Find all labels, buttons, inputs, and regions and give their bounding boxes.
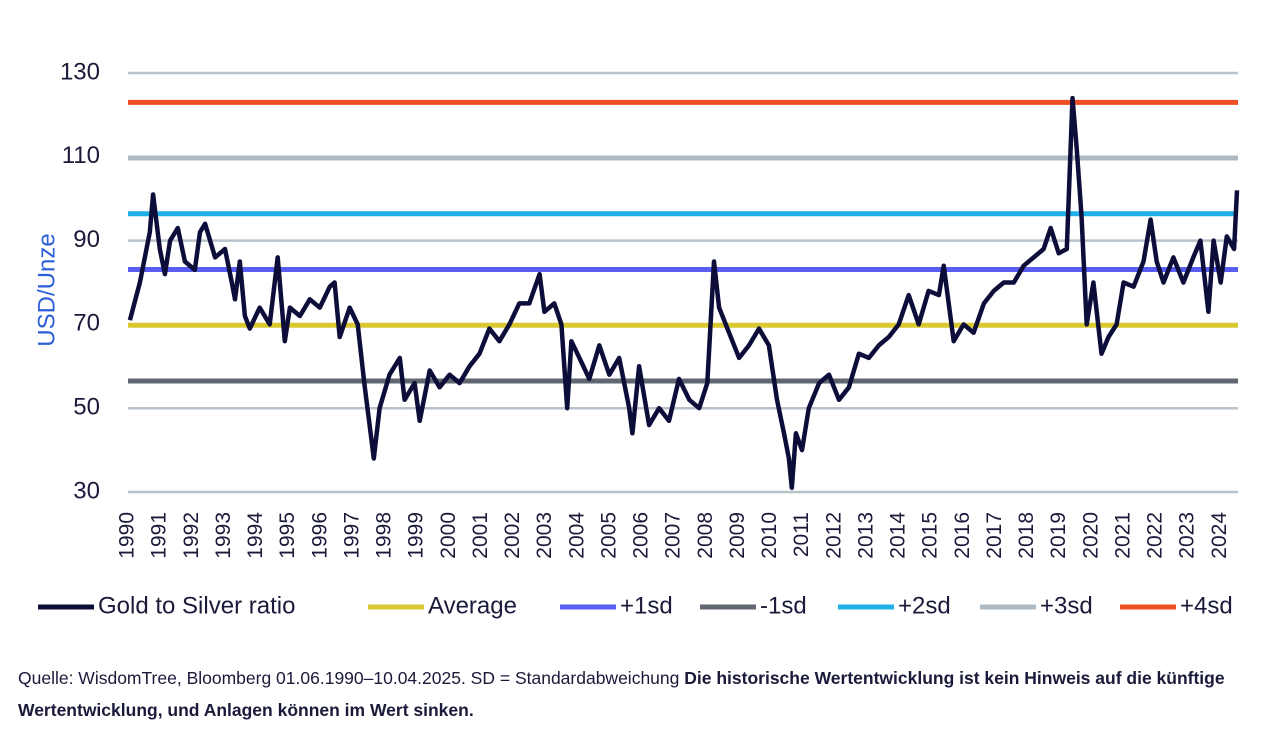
x-tick-label: 1997 [340, 512, 363, 559]
y-tick-label: 90 [73, 226, 100, 253]
y-tick-label: 30 [73, 477, 100, 504]
x-tick-label: 2010 [758, 512, 781, 559]
y-tick-label: 110 [62, 142, 100, 169]
x-tick-label: 2004 [565, 512, 588, 559]
x-tick-label: 2006 [630, 512, 653, 559]
x-tick-label: 2011 [790, 512, 813, 557]
x-tick-label: 2023 [1176, 512, 1199, 559]
x-tick-label: 2018 [1015, 512, 1038, 559]
source: Quelle: WisdomTree, Bloomberg 01.06.1990… [18, 668, 680, 688]
legend-label: Average [428, 592, 517, 619]
x-tick-label: 1993 [212, 512, 235, 559]
x-tick-label: 1998 [373, 512, 396, 559]
x-tick-label: 2008 [694, 512, 717, 559]
x-tick-label: 2012 [822, 512, 845, 559]
x-tick-label: 1992 [180, 512, 203, 559]
x-tick-label: 2001 [469, 512, 492, 559]
x-tick-label: 1991 [148, 512, 171, 559]
x-tick-label: 2017 [983, 512, 1006, 559]
legend-label: +1sd [620, 592, 673, 619]
x-tick-label: 2022 [1144, 512, 1167, 559]
y-tick-label: 130 [60, 58, 100, 85]
x-tick-label: 2019 [1047, 512, 1070, 559]
x-tick-label: 1995 [276, 512, 299, 559]
legend-label: +4sd [1180, 592, 1233, 619]
x-tick-label: 2015 [919, 512, 942, 559]
chart: USD/Unze 30 50 70 90 110 130 1990 1991 1992 1993 1… [33, 58, 1240, 619]
x-tick-label: 2013 [854, 512, 877, 559]
x-tick-label: 2009 [726, 512, 749, 559]
x-tick-label: 2000 [437, 512, 460, 559]
x-tick-label: 1999 [405, 512, 428, 559]
y-tick-label: 70 [73, 310, 100, 337]
y-tick-label: 50 [73, 394, 100, 421]
x-tick-label: 1990 [116, 512, 139, 559]
x-tick-label: 1994 [244, 512, 267, 559]
x-tick-label: 2007 [662, 512, 685, 559]
source-note: Quelle: WisdomTree, Bloomberg 01.06.1990… [18, 662, 1248, 726]
x-tick-label: 1996 [308, 512, 331, 559]
x-tick-label: 2002 [501, 512, 524, 559]
legend-label: +2sd [898, 592, 951, 619]
disclaimer: Die historische Wertentwicklung ist kein… [18, 668, 1225, 720]
legend-label: +3sd [1040, 592, 1093, 619]
x-tick-label: 2020 [1079, 512, 1102, 559]
legend-label: -1sd [760, 592, 807, 619]
x-tick-label: 2003 [533, 512, 556, 559]
x-tick-label: 2024 [1208, 512, 1231, 559]
legend-label: Gold to Silver ratio [98, 592, 295, 619]
x-tick-label: 2005 [597, 512, 620, 559]
x-tick-label: 2014 [887, 512, 910, 559]
x-tick-label: 2016 [951, 512, 974, 559]
data-line [127, 95, 1240, 491]
y-axis-label: USD/Unze [33, 233, 60, 346]
x-tick-label: 2021 [1111, 512, 1134, 559]
